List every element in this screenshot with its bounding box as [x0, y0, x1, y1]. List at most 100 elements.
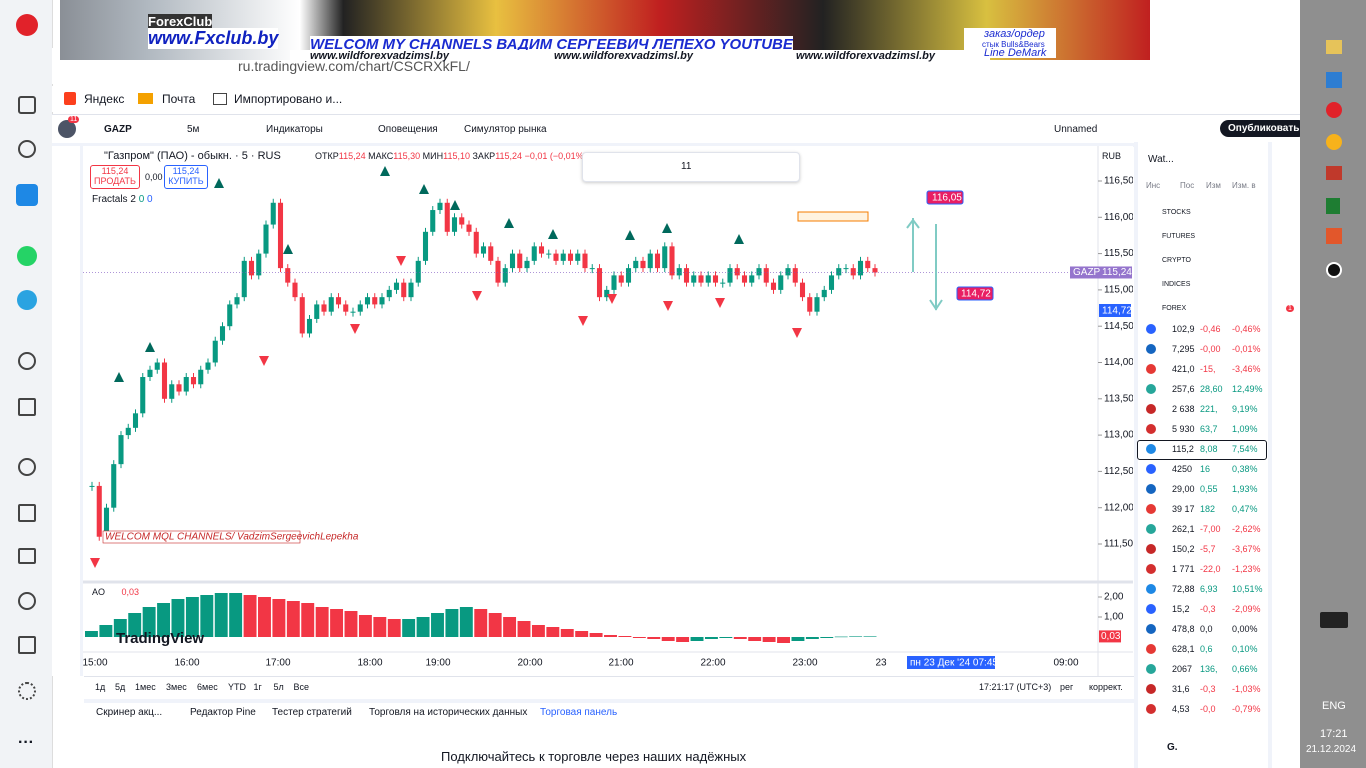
- row-icon: [1146, 484, 1156, 494]
- app[interactable]: [1326, 102, 1342, 118]
- notes[interactable]: [18, 504, 36, 522]
- range-button[interactable]: 3мес: [166, 682, 187, 692]
- more[interactable]: ···: [18, 734, 34, 751]
- candle-body: [502, 268, 508, 283]
- link[interactable]: www.wildforexvadzimsl.by: [796, 50, 935, 62]
- watchlist-title[interactable]: Wat...: [1148, 154, 1174, 165]
- likes[interactable]: [18, 458, 36, 476]
- bookmark[interactable]: Импортировано и...: [234, 92, 343, 106]
- candle-body: [553, 253, 559, 261]
- change: -22,0: [1200, 564, 1221, 574]
- keyboard[interactable]: [1320, 612, 1348, 628]
- price-tick-label: 116,50: [1104, 176, 1133, 187]
- time-label: 22:00: [700, 658, 725, 669]
- candle-body: [444, 202, 450, 232]
- candle-body: [589, 268, 595, 270]
- avatar[interactable]: [58, 120, 76, 138]
- app[interactable]: [1326, 198, 1340, 214]
- app[interactable]: [1326, 72, 1342, 88]
- opera-logo[interactable]: [16, 14, 38, 36]
- favorites[interactable]: [18, 140, 36, 158]
- session[interactable]: рег: [1060, 682, 1074, 692]
- range-button[interactable]: 6мес: [197, 682, 218, 692]
- section[interactable]: CRYPTO: [1162, 257, 1191, 264]
- ao-bar: [632, 637, 646, 638]
- ao-bar: [330, 609, 344, 637]
- bottom-tab[interactable]: Редактор Pine: [190, 707, 256, 718]
- toolbar-item[interactable]: Индикаторы: [266, 124, 323, 135]
- bottom-tab[interactable]: Тестер стратегий: [272, 707, 352, 718]
- telegram[interactable]: [17, 290, 37, 310]
- buy-box[interactable]: 115,24 КУПИТЬ: [164, 165, 208, 189]
- fractal-marker: [90, 558, 100, 568]
- section[interactable]: FOREX: [1162, 305, 1187, 312]
- change-pct: 7,54%: [1232, 444, 1258, 454]
- site[interactable]: www.Fxclub.by: [148, 28, 279, 49]
- banner: ForexClub www.Fxclub.by WELCOM MY CHANNE…: [60, 0, 1150, 62]
- url[interactable]: ru.tradingview.com/chart/CSCRXkFL/: [238, 58, 470, 74]
- range-button[interactable]: Все: [293, 682, 310, 692]
- ao-last-bg: [1099, 630, 1121, 643]
- change: 221,: [1200, 404, 1218, 414]
- font-size[interactable]: 11: [681, 161, 692, 172]
- history[interactable]: [18, 592, 36, 610]
- range-button[interactable]: 1г: [253, 682, 262, 692]
- home[interactable]: [18, 96, 36, 114]
- column-header[interactable]: Изм: [1206, 181, 1221, 190]
- toolbar-item[interactable]: Симулятор рынка: [464, 124, 547, 135]
- app[interactable]: [1326, 262, 1342, 278]
- link[interactable]: www.wildforexvadzimsl.by: [310, 50, 449, 62]
- watchlist-footer[interactable]: G.: [1167, 742, 1178, 753]
- ao-bar: [85, 631, 98, 637]
- bookmark[interactable]: Яндекс: [84, 92, 125, 106]
- publish[interactable]: Опубликовать: [1220, 120, 1308, 137]
- link[interactable]: www.wildforexvadzimsl.by: [554, 50, 693, 62]
- app[interactable]: [1326, 40, 1342, 54]
- interval[interactable]: 5м: [187, 124, 200, 135]
- range-button[interactable]: 1мес: [135, 682, 156, 692]
- bottom-tab[interactable]: Скринер акц...: [96, 707, 163, 718]
- range-button[interactable]: 5д: [115, 682, 126, 692]
- column-header[interactable]: Инс: [1146, 181, 1161, 190]
- ao-value: 0,03: [121, 587, 140, 597]
- weather[interactable]: [16, 184, 38, 206]
- range-button[interactable]: YTD: [228, 682, 246, 692]
- tabs[interactable]: [18, 548, 36, 564]
- app[interactable]: [1326, 228, 1342, 244]
- player[interactable]: [18, 352, 36, 370]
- symbol[interactable]: GAZP: [104, 124, 132, 135]
- candle-body: [625, 268, 632, 283]
- range-button[interactable]: 5л: [273, 682, 284, 692]
- bookmark[interactable]: Почта: [162, 92, 196, 106]
- app[interactable]: [1326, 166, 1342, 180]
- row-icon: [1146, 704, 1156, 714]
- section[interactable]: INDICES: [1162, 281, 1191, 288]
- currency[interactable]: RUB: [1102, 151, 1122, 161]
- sell-box[interactable]: 115,24 ПРОДАТЬ: [90, 165, 140, 189]
- send[interactable]: [18, 398, 36, 416]
- adjust[interactable]: коррект.: [1089, 682, 1123, 692]
- lang[interactable]: ENG: [1322, 700, 1346, 712]
- extensions[interactable]: [18, 636, 36, 654]
- badge: 11: [68, 116, 80, 123]
- ao-bar: [503, 617, 517, 637]
- column-header[interactable]: Пос: [1180, 181, 1195, 190]
- section[interactable]: STOCKS: [1162, 209, 1191, 216]
- column-header[interactable]: Изм. в: [1232, 181, 1256, 190]
- bottom-tab[interactable]: Торговля на исторических данных: [369, 707, 528, 718]
- candle-body: [582, 253, 588, 269]
- toolbar-item[interactable]: Оповещения: [378, 124, 438, 135]
- last: 2067: [1172, 664, 1193, 674]
- time-label: 20:00: [517, 658, 542, 669]
- settings[interactable]: [18, 682, 36, 700]
- layout-name[interactable]: Unnamed: [1054, 124, 1098, 135]
- ao-bar: [647, 637, 661, 639]
- row-icon: [1146, 344, 1156, 354]
- section[interactable]: FUTURES: [1162, 233, 1196, 240]
- drawing-label: 116,05: [932, 193, 962, 204]
- whatsapp[interactable]: [17, 246, 37, 266]
- bottom-tab[interactable]: Торговая панель: [540, 707, 618, 718]
- range-button[interactable]: 1д: [95, 682, 106, 692]
- app[interactable]: [1326, 134, 1342, 150]
